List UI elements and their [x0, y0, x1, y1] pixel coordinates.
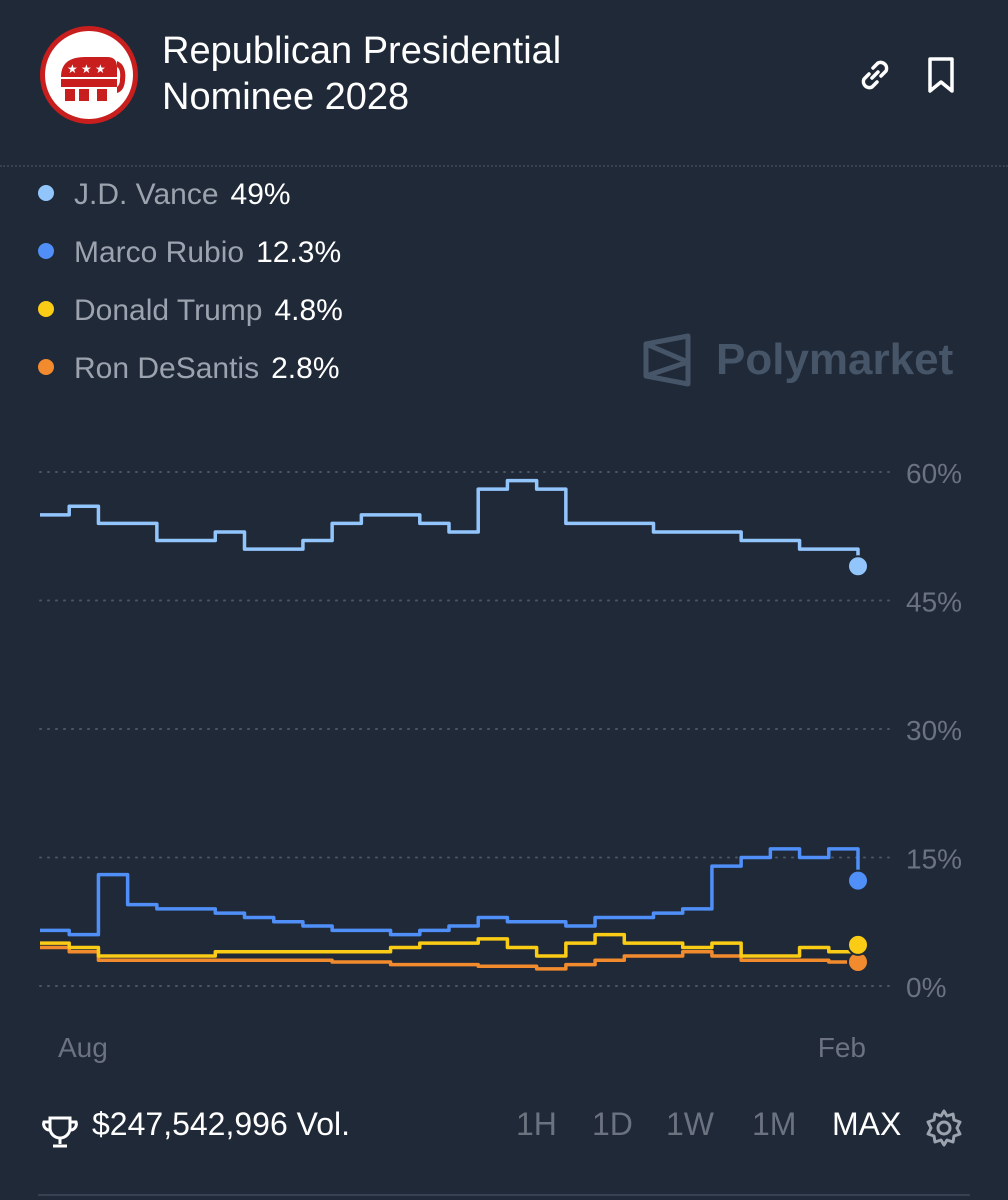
gear-icon[interactable]	[924, 1108, 964, 1148]
y-tick-label: 45%	[906, 587, 962, 618]
legend-name: J.D. Vance	[74, 178, 219, 211]
y-tick-label: 15%	[906, 844, 962, 875]
trophy-icon	[42, 1116, 78, 1148]
timeframe-1d[interactable]: 1D	[592, 1106, 633, 1142]
series-line-3	[40, 945, 858, 971]
gop-elephant-icon: ★ ★ ★	[40, 26, 138, 124]
legend-dot	[38, 359, 54, 376]
legend-item-desantis: Ron DeSantis 2.8%	[38, 346, 343, 404]
series-line-2	[40, 932, 860, 958]
x-tick-label: Feb	[818, 1032, 866, 1063]
svg-text:★: ★	[95, 62, 106, 76]
bookmark-icon[interactable]	[920, 54, 962, 96]
y-tick-label: 30%	[906, 715, 962, 746]
volume-text: $247,542,996 Vol.	[92, 1106, 351, 1142]
footer-divider	[38, 1194, 970, 1196]
series-line-1	[40, 847, 860, 937]
market-header: ★ ★ ★ Republican Presidential Nominee 20…	[0, 0, 1008, 165]
polymarket-logo-icon	[643, 333, 691, 387]
price-chart[interactable]: 60% 45% 30% 15% 0% Aug Feb	[0, 420, 1008, 1080]
timeframe-1m[interactable]: 1M	[752, 1106, 797, 1142]
timeframe-1h[interactable]: 1H	[516, 1106, 557, 1142]
legend-dot	[38, 243, 54, 260]
legend-item-trump: Donald Trump 4.8%	[38, 288, 343, 346]
series-line-0	[40, 478, 860, 567]
legend-name: Donald Trump	[74, 294, 263, 327]
legend-value: 12.3%	[256, 236, 342, 269]
chart-legend: J.D. Vance 49% Marco Rubio 12.3% Donald Tr…	[38, 172, 343, 404]
series-endpoint-1	[847, 869, 869, 892]
svg-text:★: ★	[67, 62, 78, 76]
watermark-text: Polymarket	[716, 335, 954, 384]
x-tick-label: Aug	[58, 1032, 108, 1063]
timeframe-1w[interactable]: 1W	[666, 1106, 714, 1142]
svg-text:★: ★	[81, 62, 92, 76]
legend-value: 4.8%	[274, 294, 343, 327]
legend-item-vance: J.D. Vance 49%	[38, 172, 343, 230]
page-title: Republican Presidential Nominee 2028	[162, 30, 562, 118]
legend-name: Marco Rubio	[74, 236, 245, 269]
legend-name: Ron DeSantis	[74, 352, 260, 385]
legend-value: 49%	[230, 178, 291, 211]
legend-dot	[38, 301, 54, 318]
timeframe-max[interactable]: MAX	[832, 1106, 902, 1142]
y-tick-label: 60%	[906, 458, 962, 489]
legend-item-rubio: Marco Rubio 12.3%	[38, 230, 343, 288]
header-divider	[0, 165, 1008, 167]
chart-footer: $247,542,996 Vol. 1H 1D 1W 1M MAX	[0, 1100, 1008, 1170]
series-endpoint-0	[847, 555, 869, 578]
legend-value: 2.8%	[271, 352, 340, 385]
y-tick-label: 0%	[906, 972, 946, 1003]
link-icon[interactable]	[854, 54, 896, 96]
legend-dot	[38, 185, 54, 202]
series-endpoint-2	[847, 933, 869, 956]
